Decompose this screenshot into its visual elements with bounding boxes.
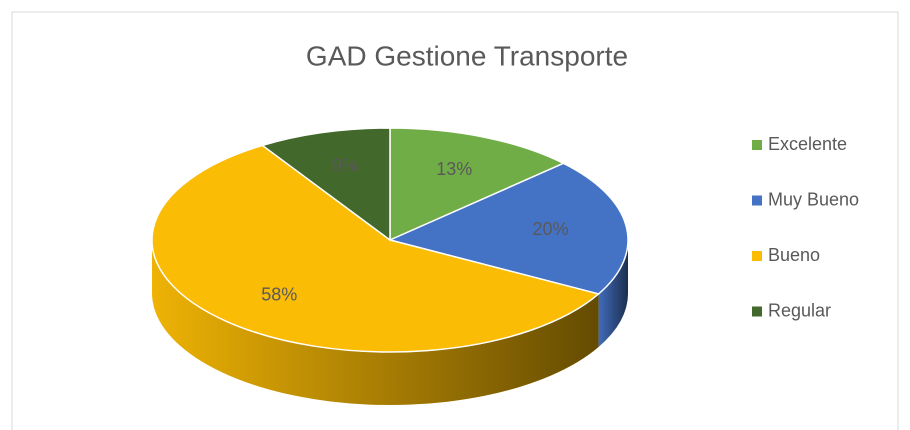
legend-label: Bueno [768, 245, 820, 265]
slice-side-shade [598, 240, 628, 347]
legend-swatch [752, 251, 762, 261]
legend-label: Muy Bueno [768, 189, 859, 209]
legend-swatch [752, 306, 762, 317]
legend-label: Excelente [768, 134, 847, 154]
slice [389, 127, 566, 242]
legend-label: Regular [768, 300, 831, 320]
slice [151, 144, 601, 353]
slice [387, 162, 629, 295]
slice [260, 127, 391, 242]
legend-swatch [752, 195, 762, 206]
data-label: 13% [436, 159, 472, 179]
data-label: 9% [332, 156, 358, 176]
data-label: 20% [533, 219, 569, 239]
chart-title: GAD Gestione Transporte [306, 40, 628, 71]
slice-side-shade [152, 240, 599, 405]
legend-swatch [752, 140, 762, 150]
data-label: 58% [261, 284, 297, 304]
